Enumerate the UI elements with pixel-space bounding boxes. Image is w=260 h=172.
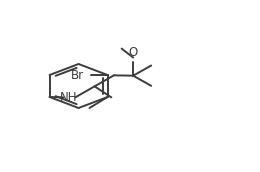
Text: NH: NH bbox=[60, 91, 78, 104]
Text: Br: Br bbox=[71, 68, 84, 82]
Text: O: O bbox=[128, 46, 138, 59]
